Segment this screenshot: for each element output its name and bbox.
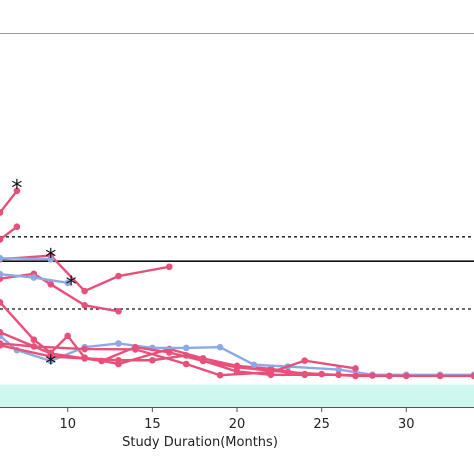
x-tick-label: 20 xyxy=(229,417,246,432)
series-1 xyxy=(0,187,21,216)
asterisk-marker: * xyxy=(45,246,56,271)
series-line xyxy=(0,272,119,313)
data-point xyxy=(13,187,21,195)
data-point xyxy=(81,287,88,295)
normal-range-band xyxy=(0,384,474,407)
data-point xyxy=(0,328,4,336)
series-lines xyxy=(0,187,474,380)
asterisk-marker: * xyxy=(11,176,22,201)
data-point xyxy=(470,372,474,380)
data-point xyxy=(182,352,190,359)
data-point xyxy=(165,349,173,356)
series-6 xyxy=(0,270,72,287)
x-axis-ticks: 10 15 20 25 30 xyxy=(59,407,415,432)
x-axis-title: Study Duration(Months) xyxy=(122,435,278,450)
reference-lines xyxy=(0,236,474,310)
asterisk-marker: * xyxy=(66,273,77,298)
series-line xyxy=(0,225,18,241)
data-point xyxy=(233,368,241,375)
data-point xyxy=(216,343,224,351)
data-point xyxy=(0,236,4,243)
data-point xyxy=(216,371,224,379)
data-point xyxy=(81,345,88,353)
series-10 xyxy=(0,328,393,380)
data-point xyxy=(13,223,21,231)
data-point xyxy=(64,279,72,287)
data-point xyxy=(0,254,4,262)
data-point xyxy=(81,301,88,309)
x-tick-label: 30 xyxy=(398,417,415,432)
data-point xyxy=(301,371,309,379)
series-11 xyxy=(0,341,474,380)
data-point xyxy=(182,360,190,368)
data-point xyxy=(369,372,376,379)
series-5 xyxy=(0,254,55,263)
x-tick-label: 15 xyxy=(144,417,161,432)
data-point xyxy=(149,356,156,364)
shaded-band xyxy=(0,384,474,407)
annotations: * * * * xyxy=(11,176,76,377)
series-line xyxy=(0,190,18,214)
data-point xyxy=(132,343,139,351)
data-point xyxy=(47,281,55,288)
series-2 xyxy=(0,223,21,243)
data-point xyxy=(0,341,4,349)
data-point xyxy=(301,357,309,364)
data-point xyxy=(30,274,38,281)
data-point xyxy=(0,209,4,216)
data-point xyxy=(47,255,55,263)
data-point xyxy=(267,371,275,379)
data-point xyxy=(182,344,190,352)
x-tick-label: 25 xyxy=(313,417,330,432)
data-point xyxy=(250,361,258,369)
data-point xyxy=(352,365,359,372)
data-point xyxy=(30,336,38,343)
data-point xyxy=(402,372,410,380)
data-point xyxy=(335,366,342,373)
data-point xyxy=(115,340,122,347)
data-point xyxy=(0,298,4,306)
data-point xyxy=(165,263,173,271)
data-point xyxy=(115,356,122,364)
x-tick-label: 10 xyxy=(59,417,76,432)
data-point xyxy=(115,272,122,280)
series-line xyxy=(0,256,51,261)
series-line xyxy=(0,344,474,378)
data-point xyxy=(0,270,4,278)
data-point xyxy=(115,307,122,315)
data-point xyxy=(47,353,55,360)
data-point xyxy=(436,372,444,380)
asterisk-marker: * xyxy=(45,352,56,377)
data-point xyxy=(64,332,72,340)
data-point xyxy=(335,371,342,379)
data-point xyxy=(81,355,88,362)
